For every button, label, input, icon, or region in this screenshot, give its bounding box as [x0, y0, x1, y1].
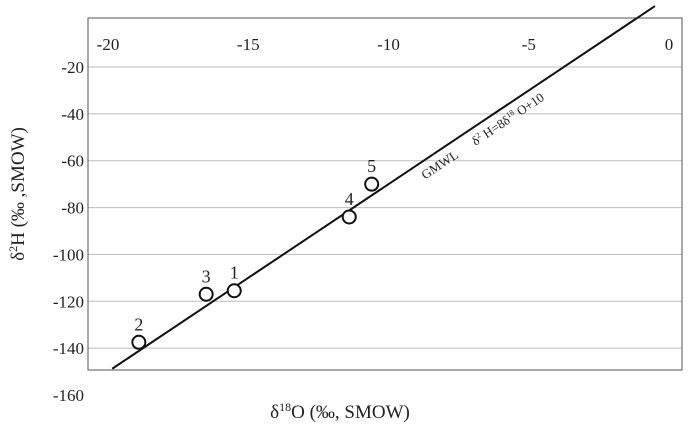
data-point-label: 4	[345, 189, 354, 209]
y-tick-label: -80	[61, 199, 84, 218]
x-axis-label: δ18O (‰, SMOW)	[270, 400, 410, 423]
grid-lines	[88, 66, 682, 349]
data-point	[226, 283, 242, 299]
x-tick-label: -5	[522, 35, 536, 54]
gmwl-label: GMWL	[418, 147, 461, 182]
y-tick-label: -40	[61, 105, 84, 124]
y-tick-label: -160	[53, 386, 84, 405]
data-point	[131, 334, 147, 350]
x-tick-labels: -20 -15 -10 -5 0	[97, 35, 674, 54]
data-point	[341, 209, 357, 225]
y-tick-label: -20	[61, 58, 84, 77]
data-point	[364, 176, 380, 192]
y-axis-label: δ2H (‰ ,SMOW)	[6, 127, 29, 261]
x-tick-label: -15	[237, 35, 260, 54]
x-tick-label: 0	[665, 35, 674, 54]
data-point	[198, 286, 214, 302]
y-tick-label: -120	[53, 292, 84, 311]
plot-frame	[87, 17, 683, 371]
data-point-label: 3	[202, 266, 211, 286]
y-tick-label: -100	[53, 245, 84, 264]
y-tick-label: -140	[53, 339, 84, 358]
data-point-label: 2	[134, 314, 143, 334]
data-point-label: 1	[230, 263, 239, 283]
y-tick-label: -60	[61, 152, 84, 171]
y-tick-labels: -20 -40 -60 -80 -100 -120 -140 -160	[53, 58, 84, 405]
x-tick-label: -20	[97, 35, 120, 54]
data-points: 1 2 3 45	[131, 156, 380, 350]
gmwl-equation: δ2 H=8δ18 O+10	[469, 90, 547, 149]
x-tick-label: -10	[377, 35, 400, 54]
gmwl-line	[111, 5, 656, 370]
data-point-label: 5	[367, 156, 376, 176]
